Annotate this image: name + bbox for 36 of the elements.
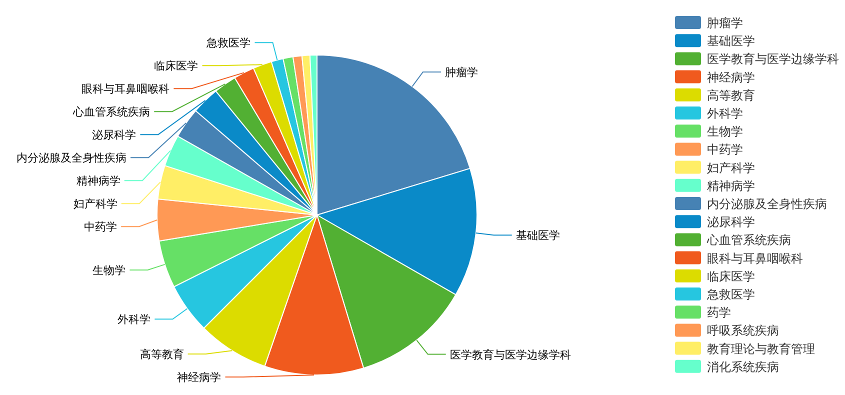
legend-label: 教育理论与教育管理 — [707, 342, 815, 356]
slice-label: 内分泌腺及全身性疾病 — [16, 152, 127, 165]
legend-label: 呼吸系统疾病 — [707, 324, 779, 338]
legend-label: 肿瘤学 — [707, 16, 743, 30]
legend-label: 临床医学 — [707, 269, 755, 284]
legend-label: 高等教育 — [707, 88, 755, 102]
slice-label: 急救医学 — [206, 36, 251, 50]
legend-label: 神经病学 — [707, 70, 755, 84]
legend-label: 精神病学 — [707, 178, 755, 193]
slice-label: 眼科与耳鼻咽喉科 — [82, 82, 170, 96]
legend-label: 眼科与耳鼻咽喉科 — [707, 251, 803, 266]
slice-label: 心血管系统疾病 — [72, 106, 150, 119]
slice-label: 外科学 — [118, 313, 151, 326]
legend-label: 妇产科学 — [707, 160, 755, 175]
slice-label: 生物学 — [92, 264, 126, 278]
slice-label: 高等教育 — [140, 348, 184, 361]
legend-label: 内分泌腺及全身性疾病 — [707, 197, 827, 211]
legend-label: 基础医学 — [707, 34, 755, 48]
legend-label: 消化系统疾病 — [707, 360, 779, 374]
legend-label: 生物学 — [707, 124, 743, 139]
slice-label: 妇产科学 — [73, 198, 118, 211]
legend-label: 泌尿科学 — [707, 215, 755, 230]
legend-label: 药学 — [707, 306, 731, 320]
legend-label: 心血管系统疾病 — [706, 233, 791, 248]
slice-label: 基础医学 — [516, 229, 560, 242]
slice-label: 中药学 — [84, 220, 118, 234]
legend-label: 医学教育与医学边缘学科 — [707, 52, 839, 66]
slice-label: 临床医学 — [154, 60, 198, 73]
slice-label: 肿瘤学 — [444, 66, 478, 79]
slice-label: 神经病学 — [177, 371, 222, 384]
slice-label: 精神病学 — [76, 174, 120, 188]
legend-label: 急救医学 — [706, 288, 755, 302]
slice-label: 泌尿科学 — [92, 128, 136, 142]
slice-label: 医学教育与医学边缘学科 — [450, 348, 571, 362]
legend-label: 外科学 — [707, 106, 743, 120]
legend-label: 中药学 — [707, 142, 743, 157]
